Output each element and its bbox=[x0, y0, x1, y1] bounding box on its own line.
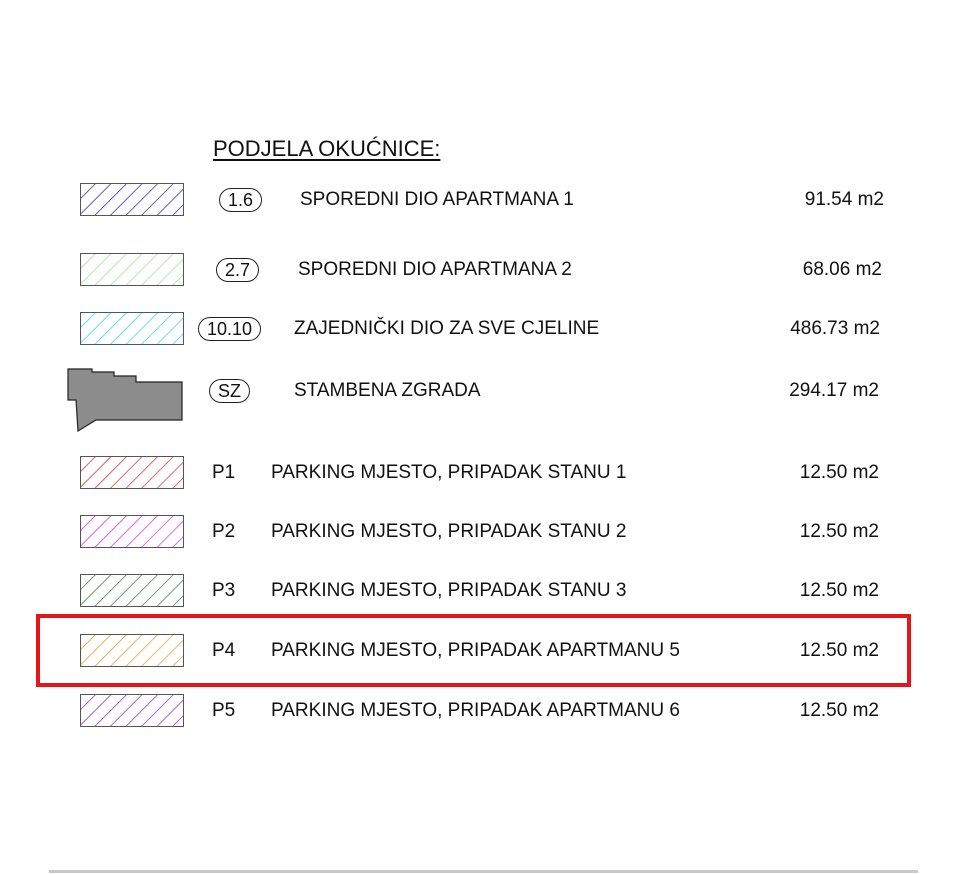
hatch-swatch-icon bbox=[80, 456, 184, 489]
legend-row: 1.6 SPOREDNI DIO APARTMANA 1 91.54 m2 bbox=[0, 180, 960, 220]
area-value: 68.06 m2 bbox=[802, 259, 882, 280]
hatch-swatch-icon bbox=[80, 253, 184, 286]
legend-row: P3 PARKING MJESTO, PRIPADAK STANU 3 12.50 … bbox=[0, 571, 960, 611]
legend-row: P2 PARKING MJESTO, PRIPADAK STANU 2 12.50 … bbox=[0, 512, 960, 552]
zone-badge: SZ bbox=[209, 379, 251, 403]
parking-code: P3 bbox=[212, 580, 236, 601]
area-value: 12.50 m2 bbox=[799, 700, 879, 721]
zone-badge: 10.10 bbox=[198, 317, 262, 341]
parking-code: P5 bbox=[212, 700, 236, 721]
legend-title: PODJELA OKUĆNICE: bbox=[213, 136, 441, 161]
hatch-swatch-icon bbox=[80, 515, 184, 548]
parking-label: PARKING MJESTO, PRIPADAK APARTMANU 6 bbox=[271, 700, 680, 721]
zone-label: SPOREDNI DIO APARTMANA 2 bbox=[298, 259, 572, 280]
legend-row: P5 PARKING MJESTO, PRIPADAK APARTMANU 6 12… bbox=[0, 691, 960, 731]
area-value: 12.50 m2 bbox=[799, 640, 879, 661]
parking-label: PARKING MJESTO, PRIPADAK STANU 2 bbox=[271, 521, 627, 542]
highlight-box bbox=[36, 614, 911, 687]
legend-row: 2.7 SPOREDNI DIO APARTMANA 2 68.06 m2 bbox=[0, 250, 960, 290]
divider bbox=[49, 870, 918, 873]
area-value: 486.73 m2 bbox=[790, 318, 880, 339]
zone-label: SPOREDNI DIO APARTMANA 1 bbox=[300, 189, 574, 210]
parking-label: PARKING MJESTO, PRIPADAK STANU 3 bbox=[271, 580, 627, 601]
zone-badge: 2.7 bbox=[216, 258, 260, 282]
hatch-swatch-icon bbox=[80, 634, 184, 667]
legend-row: 10.10 ZAJEDNIČKI DIO ZA SVE CJELINE 486.73… bbox=[0, 309, 960, 349]
parking-code: P1 bbox=[212, 462, 236, 483]
area-value: 12.50 m2 bbox=[799, 462, 879, 483]
legend-row: P4 PARKING MJESTO, PRIPADAK APARTMANU 5 12… bbox=[0, 631, 960, 671]
parking-label: PARKING MJESTO, PRIPADAK APARTMANU 5 bbox=[271, 640, 680, 661]
hatch-swatch-icon bbox=[80, 574, 184, 607]
area-value: 12.50 m2 bbox=[799, 521, 879, 542]
building-footprint-icon bbox=[67, 368, 183, 433]
zone-badge: 1.6 bbox=[219, 188, 263, 212]
legend-row: SZ STAMBENA ZGRADA 294.17 m2 bbox=[0, 368, 960, 433]
parking-code: P4 bbox=[212, 640, 236, 661]
zone-label: STAMBENA ZGRADA bbox=[294, 380, 481, 401]
area-value: 294.17 m2 bbox=[789, 380, 879, 401]
parking-code: P2 bbox=[212, 521, 236, 542]
hatch-swatch-icon bbox=[80, 183, 184, 216]
parking-label: PARKING MJESTO, PRIPADAK STANU 1 bbox=[271, 462, 627, 483]
legend-row: P1 PARKING MJESTO, PRIPADAK STANU 1 12.50 … bbox=[0, 453, 960, 493]
hatch-swatch-icon bbox=[80, 312, 184, 345]
hatch-swatch-icon bbox=[80, 694, 184, 727]
area-value: 12.50 m2 bbox=[799, 580, 879, 601]
zone-label: ZAJEDNIČKI DIO ZA SVE CJELINE bbox=[294, 318, 600, 339]
area-value: 91.54 m2 bbox=[804, 189, 884, 210]
